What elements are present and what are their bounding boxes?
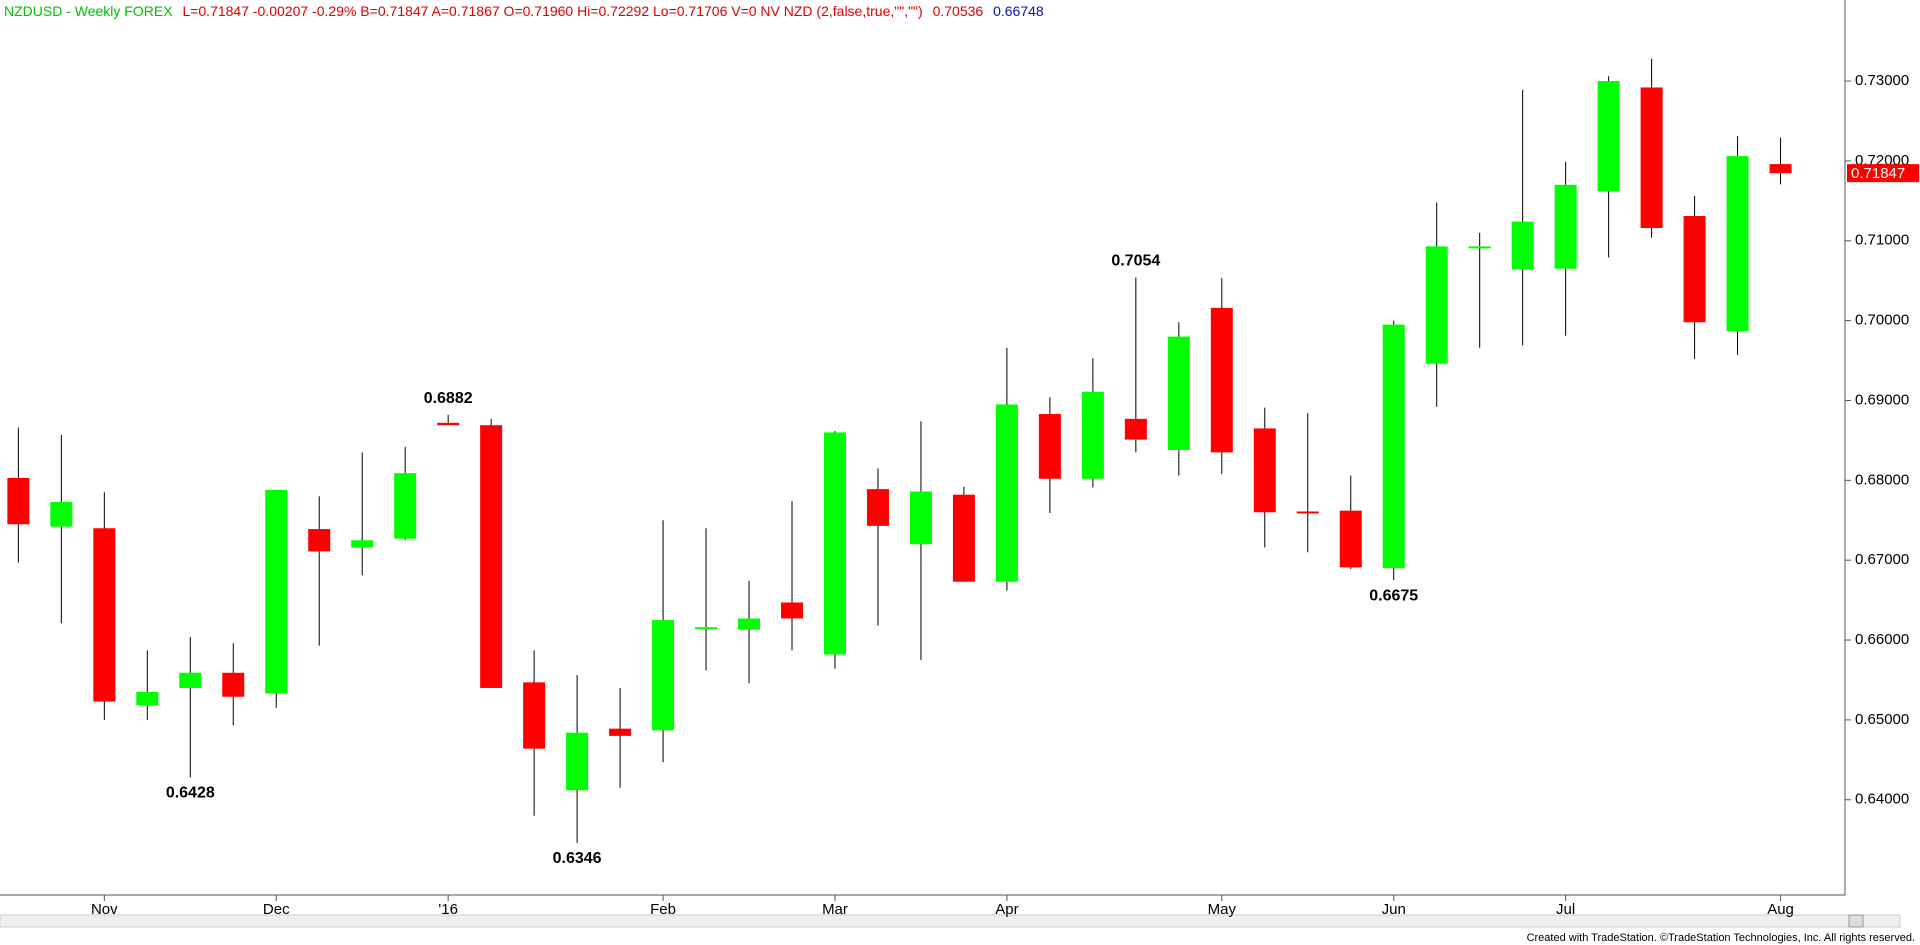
- candle-body: [823, 432, 846, 655]
- quote-line: L=0.71847 -0.00207 -0.29% B=0.71847 A=0.…: [182, 3, 922, 19]
- y-tick-label: 0.69000: [1855, 391, 1909, 408]
- candle-body: [1597, 81, 1620, 192]
- x-tick-label: Nov: [91, 901, 118, 918]
- x-tick-label: Mar: [822, 901, 848, 918]
- candle-body: [695, 627, 718, 630]
- price-annotation: 0.6428: [166, 785, 215, 802]
- scrollbar[interactable]: [0, 914, 1901, 928]
- price-annotation: 0.6346: [553, 850, 602, 867]
- candle-body: [1253, 428, 1276, 513]
- candle-body: [866, 489, 889, 526]
- y-tick-label: 0.71000: [1855, 232, 1909, 249]
- candle-body: [1683, 216, 1706, 323]
- x-tick-label: Feb: [650, 901, 676, 918]
- scroll-thumb[interactable]: [1848, 914, 1864, 928]
- x-tick-label: Dec: [263, 901, 290, 918]
- price-annotation: 0.6675: [1369, 587, 1418, 604]
- candle-body: [179, 672, 202, 688]
- candle-body: [1339, 510, 1362, 568]
- last-price-box: [1847, 164, 1919, 183]
- candle-body: [1769, 164, 1792, 174]
- candle-body: [995, 404, 1018, 582]
- x-tick-label: '16: [438, 901, 458, 918]
- candle-body: [1210, 307, 1233, 453]
- candle-body: [566, 732, 589, 791]
- candle-body: [781, 602, 804, 619]
- candle-body: [1468, 246, 1491, 249]
- y-tick-label: 0.64000: [1855, 791, 1909, 808]
- candle-body: [652, 620, 675, 731]
- candle-body: [1425, 246, 1448, 364]
- candle-body: [1554, 184, 1577, 269]
- candle-body: [738, 618, 761, 630]
- y-tick-label: 0.65000: [1855, 711, 1909, 728]
- candle-body: [437, 422, 460, 426]
- candle-body: [1167, 336, 1190, 450]
- candle-body: [7, 477, 30, 525]
- candle-body: [136, 691, 159, 706]
- x-tick-label: May: [1208, 901, 1237, 918]
- header: NZDUSD - Weekly FOREX L=0.71847 -0.00207…: [4, 3, 1044, 19]
- candle-body: [50, 501, 73, 527]
- indicator-value: 0.66748: [993, 3, 1044, 19]
- candle-body: [1081, 391, 1104, 479]
- candle-body: [1296, 511, 1319, 514]
- candle-body: [952, 494, 975, 582]
- candle-body: [1124, 418, 1147, 440]
- y-tick-label: 0.73000: [1855, 72, 1909, 89]
- indicator-value: 0.70536: [933, 3, 984, 19]
- price-annotation: 0.6882: [424, 390, 473, 407]
- candle-body: [1038, 414, 1061, 479]
- candle-body: [609, 728, 632, 736]
- candle-body: [523, 682, 546, 749]
- candle-body: [909, 491, 932, 545]
- footer: Created with TradeStation. ©TradeStation…: [1527, 932, 1915, 944]
- candle-body: [308, 529, 331, 552]
- candle-body: [351, 540, 374, 548]
- x-tick-label: Aug: [1767, 901, 1794, 918]
- candle-body: [93, 528, 116, 702]
- candle-body: [1382, 324, 1405, 569]
- candle-body: [1640, 87, 1663, 228]
- candle-body: [1511, 221, 1534, 270]
- y-tick-label: 0.68000: [1855, 471, 1909, 488]
- x-tick-label: Jun: [1382, 901, 1406, 918]
- candle-body: [1726, 156, 1749, 332]
- candle-body: [265, 489, 288, 694]
- candle-body: [222, 672, 245, 697]
- price-annotation: 0.7054: [1111, 253, 1160, 270]
- chart-title: NZDUSD - Weekly FOREX: [4, 3, 173, 19]
- x-tick-label: Apr: [995, 901, 1018, 918]
- y-tick-label: 0.66000: [1855, 631, 1909, 648]
- x-tick-label: Jul: [1556, 901, 1575, 918]
- y-tick-label: 0.70000: [1855, 312, 1909, 329]
- candle-body: [480, 425, 503, 688]
- candle-body: [394, 473, 417, 539]
- y-tick-label: 0.67000: [1855, 551, 1909, 568]
- last-price-label: 0.71847: [1851, 165, 1905, 182]
